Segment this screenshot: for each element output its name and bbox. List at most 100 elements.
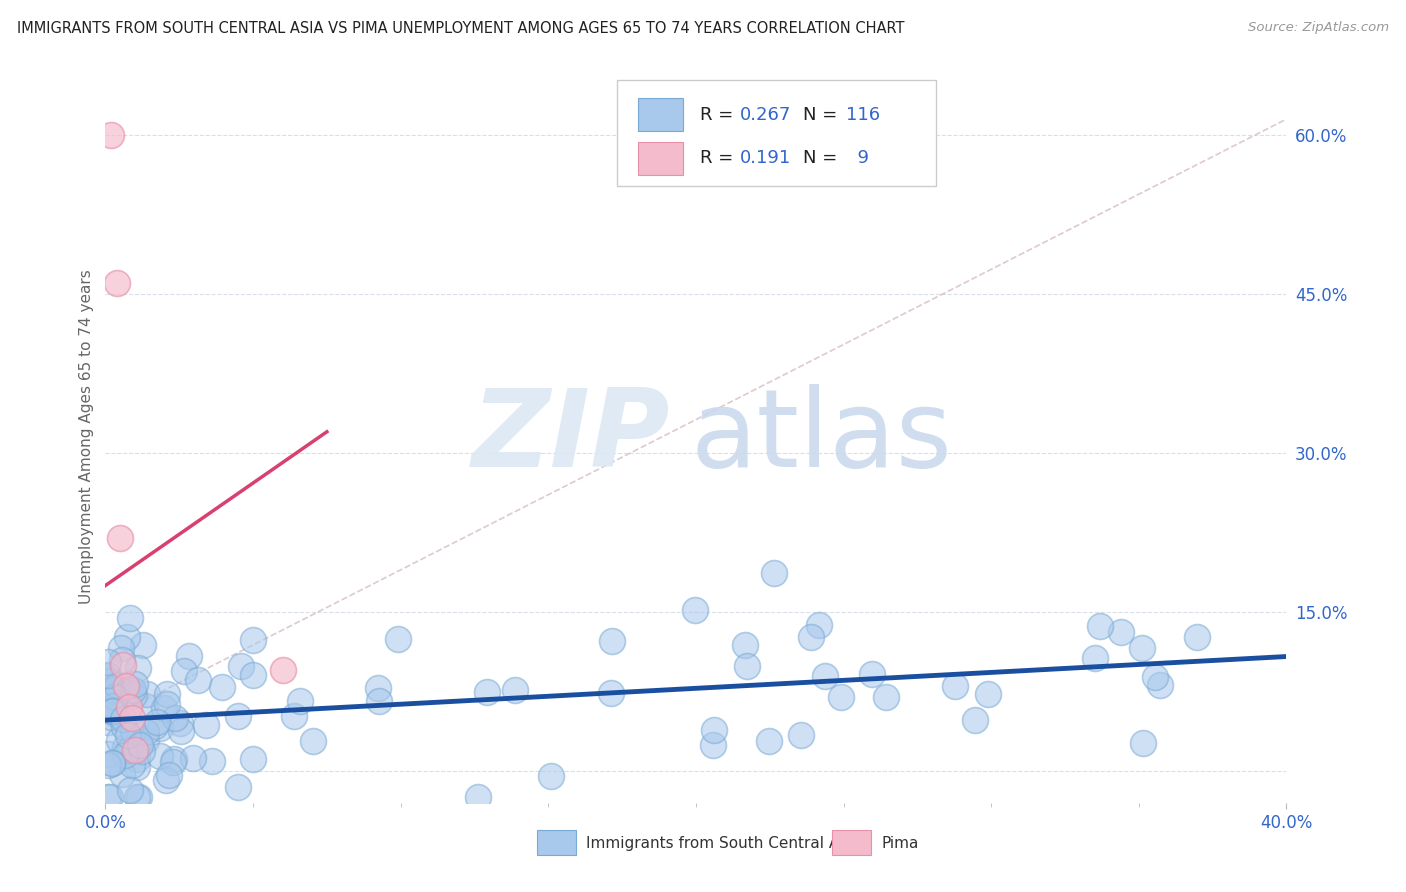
Point	[122, 683, 145, 698]
Text: N =: N =	[803, 149, 849, 168]
Text: 116: 116	[846, 105, 880, 123]
Point	[156, 697, 179, 711]
Point	[124, 688, 146, 702]
Point	[162, 755, 184, 769]
Point	[228, 708, 250, 723]
Point	[807, 617, 830, 632]
Point	[965, 713, 987, 727]
Point	[367, 694, 389, 708]
Point	[226, 780, 249, 794]
Point	[790, 728, 813, 742]
Point	[128, 739, 150, 753]
Point	[1149, 678, 1171, 692]
Point	[170, 724, 193, 739]
Point	[242, 668, 264, 682]
Point	[540, 769, 562, 783]
Point	[229, 659, 252, 673]
Point	[763, 566, 786, 581]
Point	[114, 740, 136, 755]
Point	[103, 698, 125, 713]
Point	[977, 688, 1000, 702]
Point	[201, 754, 224, 768]
Point	[118, 700, 141, 714]
Text: Source: ZipAtlas.com: Source: ZipAtlas.com	[1249, 21, 1389, 34]
Point	[242, 633, 264, 648]
Text: ZIP: ZIP	[471, 384, 671, 490]
Point	[127, 760, 149, 774]
Text: 0.267: 0.267	[740, 105, 792, 123]
Point	[124, 677, 146, 691]
Point	[152, 700, 174, 714]
Point	[1109, 625, 1132, 640]
Point	[97, 669, 120, 683]
Text: 9: 9	[846, 149, 869, 168]
Point	[107, 733, 129, 747]
Point	[758, 734, 780, 748]
Point	[115, 679, 138, 693]
Point	[111, 767, 134, 781]
Point	[135, 732, 157, 747]
Point	[131, 744, 153, 758]
Point	[127, 661, 149, 675]
Point	[97, 790, 120, 805]
Point	[97, 655, 120, 669]
Bar	[832, 830, 870, 855]
Point	[1185, 630, 1208, 644]
Point	[173, 664, 195, 678]
Point	[283, 708, 305, 723]
Point	[135, 687, 157, 701]
Point	[120, 782, 142, 797]
Point	[97, 674, 120, 689]
Y-axis label: Unemployment Among Ages 65 to 74 years: Unemployment Among Ages 65 to 74 years	[79, 269, 94, 605]
Point	[271, 663, 294, 677]
Point	[367, 681, 389, 696]
Point	[702, 738, 724, 752]
Point	[1130, 640, 1153, 655]
Point	[112, 720, 135, 734]
Text: Immigrants from South Central Asia: Immigrants from South Central Asia	[586, 836, 860, 851]
Point	[477, 685, 499, 699]
Point	[100, 756, 122, 770]
Point	[100, 756, 122, 770]
Point	[181, 750, 204, 764]
Bar	[638, 142, 683, 175]
Point	[128, 790, 150, 805]
Point	[1090, 618, 1112, 632]
Point	[683, 603, 706, 617]
Point	[242, 752, 264, 766]
Text: atlas: atlas	[690, 384, 952, 490]
Point	[149, 749, 172, 764]
Point	[288, 694, 311, 708]
Point	[124, 743, 146, 757]
Point	[114, 748, 136, 763]
Point	[156, 687, 179, 701]
Point	[101, 704, 124, 718]
Point	[110, 640, 132, 655]
Point	[111, 653, 134, 667]
Point	[387, 632, 409, 646]
Point	[169, 716, 191, 731]
Point	[112, 658, 135, 673]
Point	[107, 686, 129, 700]
Point	[118, 611, 141, 625]
Point	[121, 757, 143, 772]
Point	[177, 648, 200, 663]
Point	[600, 685, 623, 699]
Point	[800, 630, 823, 644]
Point	[146, 714, 169, 729]
Point	[734, 639, 756, 653]
Point	[110, 531, 132, 545]
Point	[97, 758, 120, 772]
Text: R =: R =	[700, 149, 744, 168]
Point	[104, 690, 127, 704]
Point	[1084, 650, 1107, 665]
Point	[1132, 736, 1154, 750]
Point	[105, 678, 128, 692]
Point	[735, 658, 758, 673]
Point	[134, 699, 156, 714]
Point	[157, 768, 180, 782]
Text: 0.191: 0.191	[740, 149, 792, 168]
Point	[98, 790, 121, 805]
Point	[100, 128, 122, 142]
Point	[104, 706, 127, 721]
